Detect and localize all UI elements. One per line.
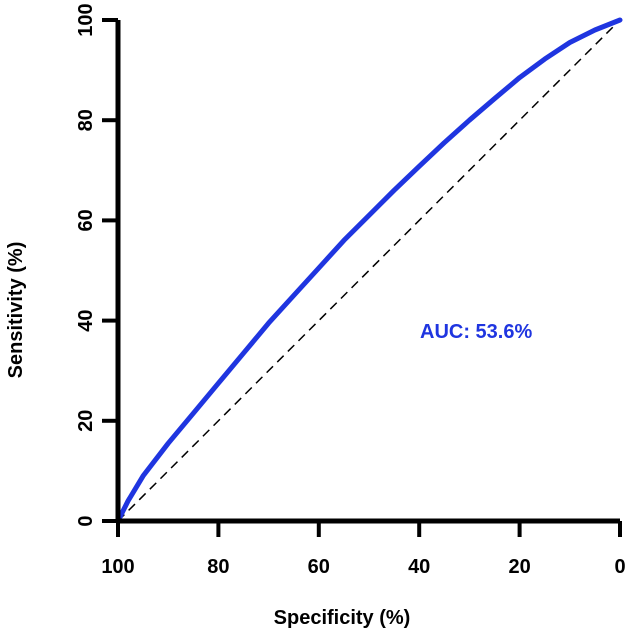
x-tick-label: 20 [508, 556, 530, 578]
reference-layer [117, 19, 621, 522]
x-tick-label: 80 [207, 556, 229, 578]
x-tick-label: 60 [308, 556, 330, 578]
y-tick-label: 80 [75, 109, 97, 131]
auc-annotation: AUC: 53.6% [420, 321, 532, 343]
y-tick-label: 40 [75, 309, 97, 331]
roc-curve-line [115, 17, 623, 524]
x-axis-title: Specificity (%) [274, 607, 411, 629]
x-tick-label: 0 [614, 556, 625, 578]
y-axis-title: Sensitivity (%) [5, 242, 27, 379]
y-tick-label: 60 [75, 209, 97, 231]
reference-diagonal-line [117, 19, 621, 522]
curve-layer [115, 17, 623, 524]
y-tick-label: 100 [75, 3, 97, 36]
x-tick-label: 40 [408, 556, 430, 578]
x-tick-label: 100 [101, 556, 134, 578]
y-tick-label: 0 [75, 515, 97, 526]
axes-layer: 100 80 60 40 20 0 0 20 40 60 80 100 [75, 3, 626, 578]
y-tick-label: 20 [75, 410, 97, 432]
